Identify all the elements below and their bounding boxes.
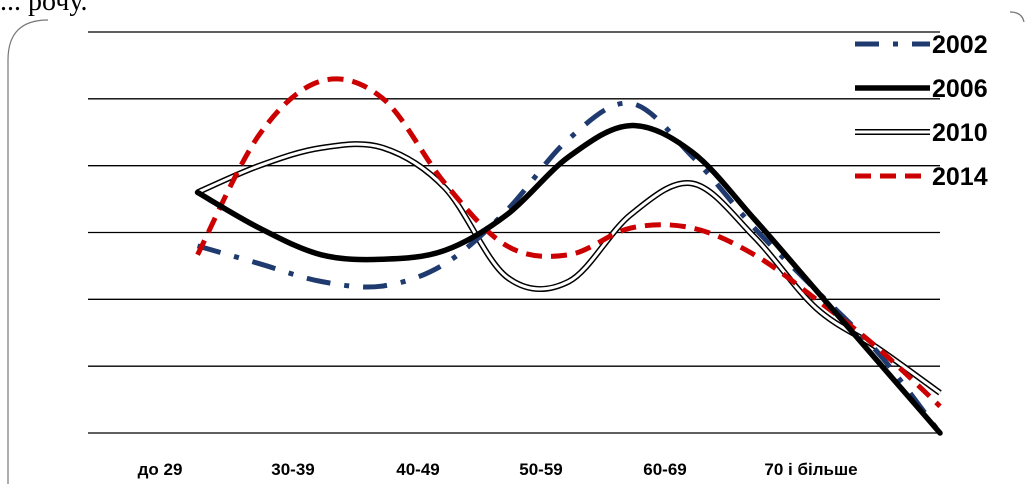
x-tick-label: 50-59 bbox=[519, 460, 562, 479]
chart-frame bbox=[7, 19, 49, 484]
legend-label: 2014 bbox=[932, 163, 988, 191]
grid-lines bbox=[88, 31, 940, 434]
x-tick-label: до 29 bbox=[138, 460, 183, 479]
series-line-2010 bbox=[196, 141, 942, 396]
series-lines bbox=[194, 76, 943, 436]
x-tick-label: 70 і більше bbox=[764, 460, 857, 479]
series-line-2014 bbox=[195, 76, 942, 409]
x-tick-label: 40-49 bbox=[396, 460, 439, 479]
series-line-2006 bbox=[194, 122, 943, 436]
legend-label: 2010 bbox=[932, 119, 988, 147]
legend: 2002 2006 2010 2014 bbox=[855, 31, 988, 191]
legend-label: 2002 bbox=[932, 31, 988, 59]
x-tick-label: 60-69 bbox=[643, 460, 686, 479]
series-line-2010-inner bbox=[196, 142, 941, 395]
chart-frame-right-corner bbox=[1009, 11, 1025, 23]
legend-label: 2006 bbox=[932, 75, 988, 103]
x-tick-label: 30-39 bbox=[271, 460, 314, 479]
partial-text-above-chart: ... рочу. bbox=[0, 0, 88, 17]
x-axis-ticks: до 29 30-39 40-49 50-59 60-69 70 і більше bbox=[138, 460, 858, 479]
